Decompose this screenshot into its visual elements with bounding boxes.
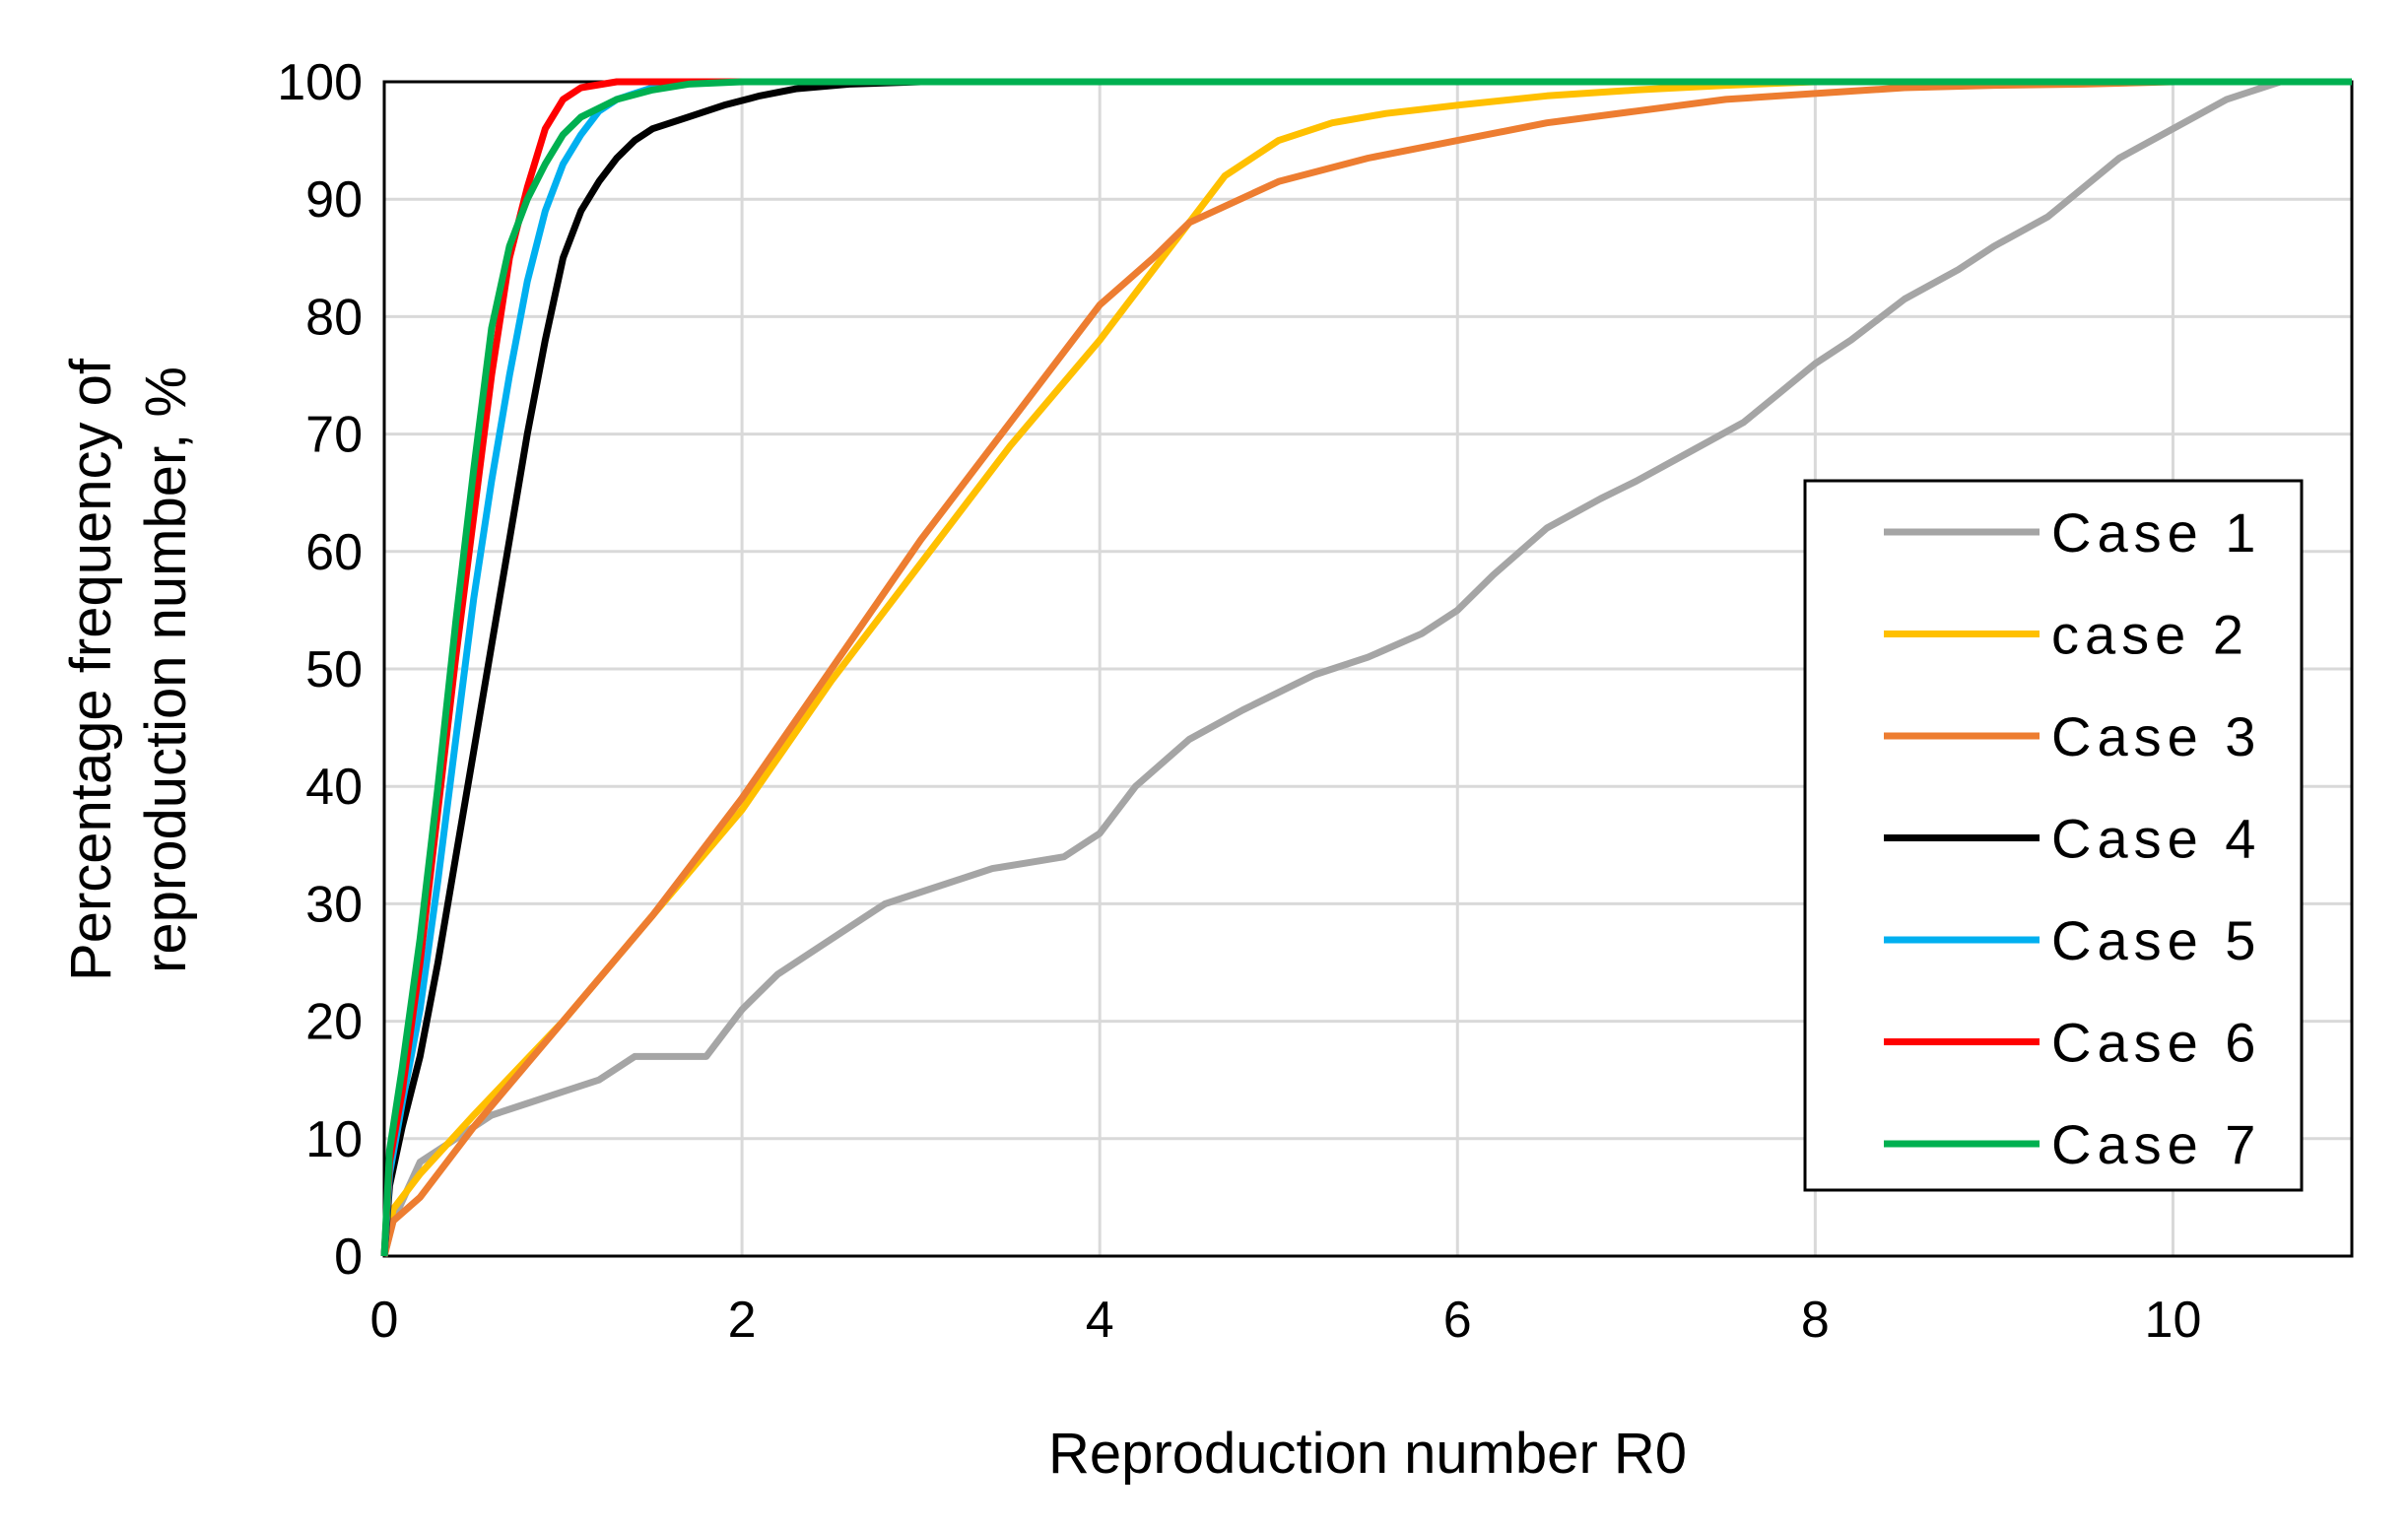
legend-label: case 2 [2051, 604, 2249, 666]
x-axis-title: Reproduction number R0 [1048, 1422, 1687, 1486]
y-tick-label: 40 [305, 759, 363, 816]
y-axis-title-line-1: Percentage frequency of [59, 358, 123, 981]
legend-label: Case 5 [2051, 909, 2261, 971]
y-tick-label: 80 [305, 289, 363, 346]
y-tick-label: 60 [305, 524, 363, 581]
x-tick-label: 6 [1443, 1292, 1472, 1349]
series-line-case-7 [380, 78, 2352, 1257]
legend-label: Case 7 [2051, 1113, 2261, 1175]
x-tick-label: 8 [1801, 1292, 1830, 1349]
legend-item-case-5: Case 5 [1884, 909, 2261, 971]
y-tick-label: 50 [305, 641, 363, 698]
y-tick-label: 20 [305, 994, 363, 1051]
legend-label: Case 1 [2051, 501, 2261, 564]
legend-item-case-3: Case 3 [1884, 705, 2261, 767]
series-line-case-1 [380, 78, 2352, 1257]
legend-item-case-4: Case 4 [1884, 808, 2261, 870]
series-line-case-3 [380, 78, 2352, 1257]
y-tick-label: 30 [305, 876, 363, 933]
legend: Case 1 case 2 Case 3 Case 4 Case 5 Case 6 Case… [1803, 479, 2304, 1192]
tick-layer: 0 10 20 30 40 50 60 70 80 90 100 0 2 4 6 8 10 [277, 54, 2201, 1349]
y-tick-label: 70 [305, 407, 363, 464]
x-tick-label: 0 [370, 1292, 399, 1349]
legend-item-case-2: case 2 [1884, 604, 2249, 666]
legend-label: Case 4 [2051, 808, 2261, 870]
x-tick-label: 10 [2145, 1292, 2202, 1349]
legend-label: Case 3 [2051, 705, 2261, 767]
y-tick-label: 10 [305, 1111, 363, 1168]
legend-item-case-7: Case 7 [1884, 1113, 2261, 1175]
series-line-case-4 [380, 78, 2352, 1257]
x-tick-label: 2 [728, 1292, 757, 1349]
y-tick-label: 0 [334, 1229, 363, 1286]
legend-label: Case 6 [2051, 1012, 2261, 1074]
y-tick-label: 100 [277, 54, 363, 111]
legend-item-case-6: Case 6 [1884, 1012, 2261, 1074]
legend-item-case-1: Case 1 [1884, 501, 2261, 564]
y-axis-title-line-2: reproduction number, % [134, 366, 198, 973]
series-layer [380, 78, 2352, 1257]
x-tick-label: 4 [1086, 1292, 1114, 1349]
legend-items: Case 1 case 2 Case 3 Case 4 Case 5 Case 6 Case… [1884, 501, 2261, 1175]
y-tick-label: 90 [305, 171, 363, 229]
